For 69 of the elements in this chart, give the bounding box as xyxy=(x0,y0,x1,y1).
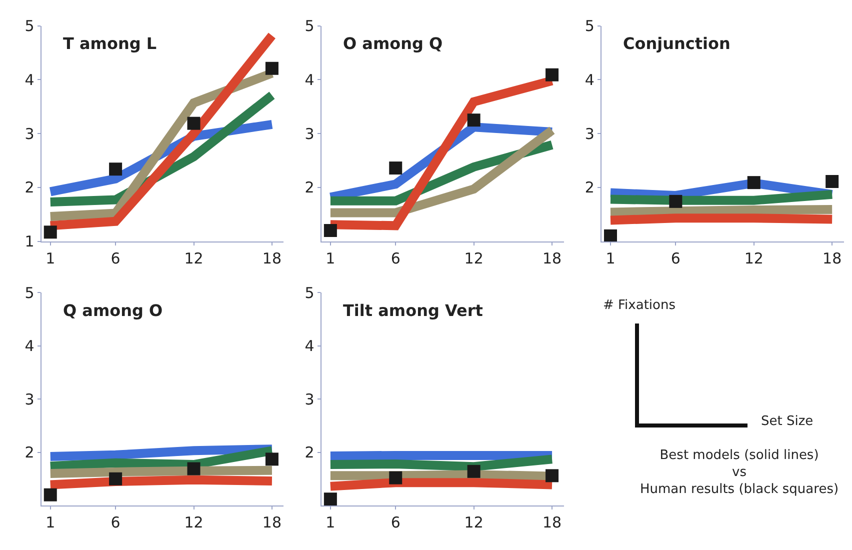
point xyxy=(546,469,559,482)
y-tick-label: 4 xyxy=(304,70,314,89)
y-tick-label: 4 xyxy=(304,337,314,356)
y-tick-label: 2 xyxy=(24,178,34,197)
x-tick-label: 12 xyxy=(464,249,484,268)
y-tick-label: 3 xyxy=(584,124,594,143)
text: Conjunction xyxy=(623,34,730,53)
point xyxy=(467,114,480,127)
x-tick-label: 6 xyxy=(390,513,400,532)
y-tick-label: 2 xyxy=(304,178,314,197)
text: Tilt among Vert xyxy=(343,301,484,320)
x-tick-label: 1 xyxy=(606,249,616,268)
y-tick-label: 2 xyxy=(584,178,594,197)
x-tick-label: 18 xyxy=(542,513,562,532)
y-tick-label: 5 xyxy=(304,17,314,36)
x-tick-label: 6 xyxy=(670,249,680,268)
x-tick-label: 1 xyxy=(46,249,56,268)
x-tick-label: 18 xyxy=(262,249,282,268)
y-tick-label: 4 xyxy=(24,337,34,356)
point xyxy=(389,162,402,175)
x-tick-label: 1 xyxy=(326,249,336,268)
point xyxy=(604,229,617,242)
x-tick-label: 1 xyxy=(46,513,56,532)
y-tick-label: 5 xyxy=(584,17,594,36)
point xyxy=(826,174,839,188)
point xyxy=(467,464,480,478)
point xyxy=(187,462,200,476)
point xyxy=(324,492,337,506)
x-tick-label: 18 xyxy=(262,513,282,532)
point xyxy=(389,471,402,484)
point xyxy=(669,194,682,208)
x-tick-label: 1 xyxy=(326,513,336,532)
text: Set Size xyxy=(761,414,814,429)
point xyxy=(109,472,122,486)
point xyxy=(546,68,559,82)
y-tick-label: 4 xyxy=(24,70,34,89)
text: O among Q xyxy=(343,34,443,53)
x-tick-label: 12 xyxy=(464,513,484,532)
point xyxy=(265,452,278,466)
y-tick-label: 3 xyxy=(24,124,34,143)
x-tick-label: 12 xyxy=(184,249,204,268)
x-tick-label: 18 xyxy=(542,249,562,268)
y-tick-label: 2 xyxy=(304,444,314,462)
x-tick-label: 12 xyxy=(744,249,764,268)
x-tick-label: 12 xyxy=(184,513,204,532)
x-tick-label: 18 xyxy=(822,249,842,268)
y-tick-label: 3 xyxy=(304,390,314,408)
text: Q among O xyxy=(63,301,163,320)
point xyxy=(187,116,200,130)
y-tick-label: 3 xyxy=(24,390,34,408)
text: Best models (solid lines) vs Human results (black squares) xyxy=(640,448,839,497)
point xyxy=(265,62,278,75)
y-tick-label: 1 xyxy=(24,232,34,251)
text: # Fixations xyxy=(603,298,676,313)
x-tick-label: 6 xyxy=(390,249,400,268)
y-tick-label: 5 xyxy=(24,284,34,302)
point xyxy=(324,224,337,238)
x-tick-label: 6 xyxy=(110,249,120,268)
y-tick-label: 3 xyxy=(304,124,314,143)
y-tick-label: 5 xyxy=(304,284,314,302)
point xyxy=(44,488,57,502)
point xyxy=(44,226,57,239)
text: T among L xyxy=(63,34,157,53)
y-tick-label: 2 xyxy=(24,444,34,462)
y-tick-label: 4 xyxy=(584,70,594,89)
point xyxy=(109,162,122,176)
x-tick-label: 6 xyxy=(110,513,120,532)
y-tick-label: 5 xyxy=(24,17,34,36)
point xyxy=(747,176,760,190)
